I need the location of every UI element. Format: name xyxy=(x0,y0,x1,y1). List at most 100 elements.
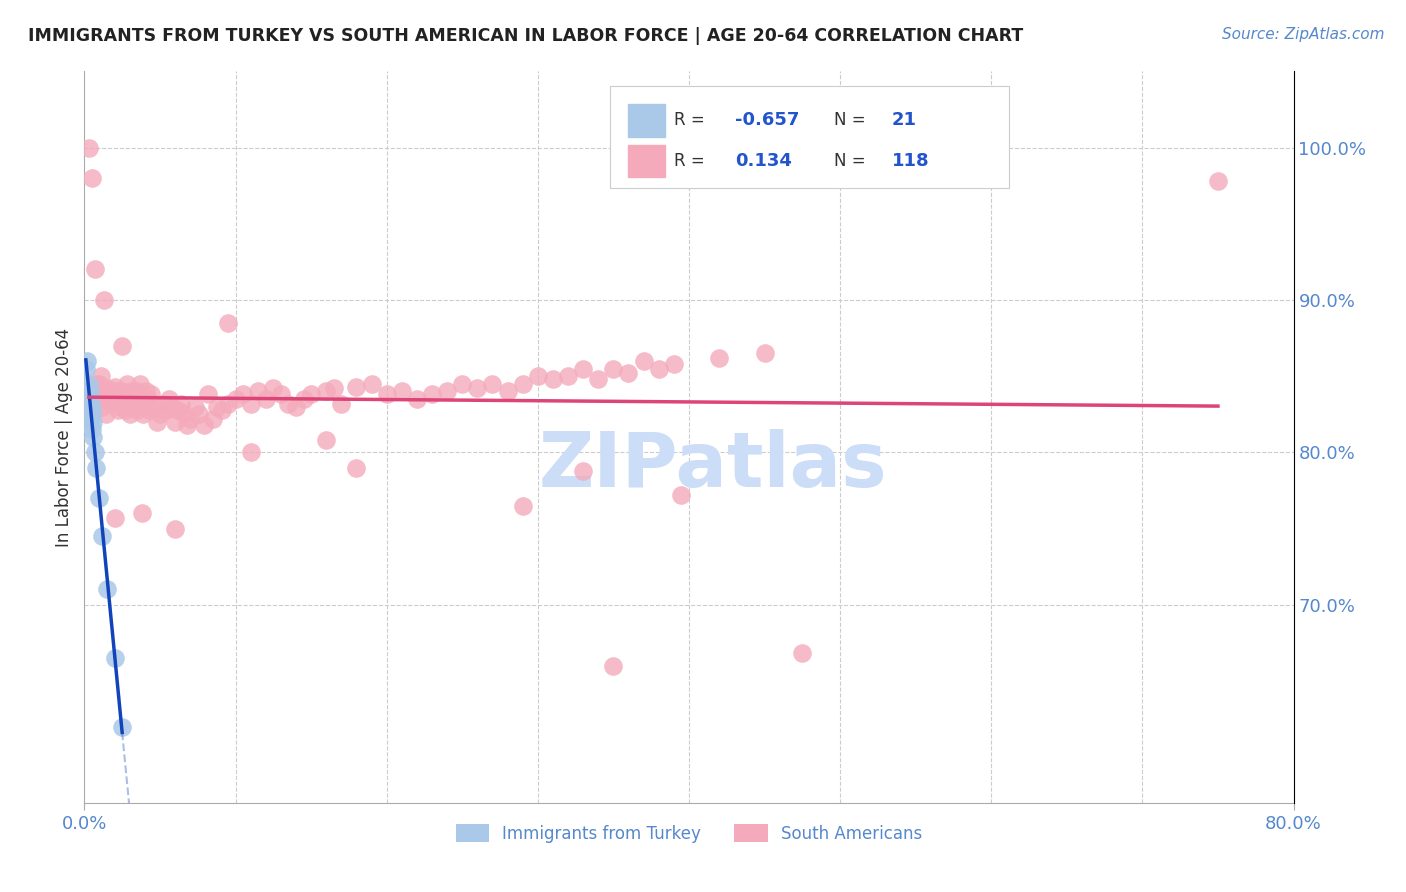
Point xyxy=(254,392,277,406)
Point xyxy=(98,395,121,409)
Point xyxy=(262,381,284,395)
Point xyxy=(247,384,270,399)
Point xyxy=(588,372,610,386)
Point xyxy=(662,357,685,371)
Point xyxy=(79,384,101,399)
Point xyxy=(420,387,443,401)
Point xyxy=(107,402,129,417)
Point xyxy=(135,384,157,399)
Point xyxy=(114,402,136,417)
Point xyxy=(108,392,131,406)
Point xyxy=(125,384,148,399)
Point xyxy=(76,354,98,368)
Point xyxy=(136,392,159,406)
Point xyxy=(315,384,337,399)
Point xyxy=(84,445,107,459)
Point xyxy=(93,387,115,401)
Point xyxy=(80,407,103,421)
Point xyxy=(131,387,153,401)
Point xyxy=(127,402,149,417)
Point xyxy=(89,491,111,505)
Point xyxy=(165,415,187,429)
Point xyxy=(201,412,224,426)
Point xyxy=(330,396,353,410)
Text: 118: 118 xyxy=(891,152,929,169)
Point xyxy=(84,384,107,399)
Point xyxy=(105,384,128,399)
Point xyxy=(132,407,155,421)
Point xyxy=(572,361,595,376)
FancyBboxPatch shape xyxy=(610,86,1010,188)
Point xyxy=(217,396,239,410)
Point xyxy=(89,392,111,406)
Text: R =: R = xyxy=(675,112,706,129)
Point xyxy=(391,384,413,399)
Point xyxy=(80,400,103,414)
Point xyxy=(94,407,117,421)
Point xyxy=(541,372,564,386)
Point xyxy=(709,351,731,365)
Point xyxy=(1206,174,1229,188)
Point xyxy=(104,380,127,394)
Point xyxy=(170,396,193,410)
Point xyxy=(315,433,337,447)
Point xyxy=(648,361,671,376)
Point xyxy=(193,417,215,432)
Point xyxy=(118,407,141,421)
Point xyxy=(481,376,503,391)
Point xyxy=(96,582,118,597)
Bar xyxy=(628,145,665,178)
Text: R =: R = xyxy=(675,152,706,169)
Point xyxy=(671,488,693,502)
Point xyxy=(117,395,139,409)
Point xyxy=(121,387,143,401)
Point xyxy=(165,521,187,535)
Point xyxy=(77,392,100,406)
Point xyxy=(111,339,134,353)
Point xyxy=(197,387,219,401)
Point xyxy=(211,402,233,417)
Point xyxy=(299,387,322,401)
Point xyxy=(188,407,211,421)
Point xyxy=(138,402,160,417)
Point xyxy=(754,346,776,360)
Point xyxy=(232,387,254,401)
Point xyxy=(239,396,262,410)
Point xyxy=(100,384,122,399)
Point xyxy=(467,381,489,395)
Text: -0.657: -0.657 xyxy=(735,112,799,129)
Point xyxy=(104,511,127,525)
Point xyxy=(93,293,115,307)
Point xyxy=(617,366,640,380)
Point xyxy=(149,407,172,421)
Point xyxy=(225,392,247,406)
Point xyxy=(602,658,624,673)
Point xyxy=(155,402,177,417)
Text: 0.134: 0.134 xyxy=(735,152,792,169)
Point xyxy=(86,384,108,399)
Point xyxy=(90,369,112,384)
Point xyxy=(167,402,190,417)
Point xyxy=(112,392,135,406)
Legend: Immigrants from Turkey, South Americans: Immigrants from Turkey, South Americans xyxy=(449,818,929,849)
Point xyxy=(80,422,103,436)
Point xyxy=(157,392,180,406)
Point xyxy=(115,376,138,391)
Point xyxy=(79,415,101,429)
Point xyxy=(77,400,100,414)
Point xyxy=(82,430,104,444)
Text: N =: N = xyxy=(834,152,866,169)
Point xyxy=(285,400,308,414)
Point xyxy=(101,392,124,406)
Point xyxy=(322,381,344,395)
Point xyxy=(217,316,239,330)
Point xyxy=(110,400,132,414)
Point xyxy=(89,376,111,391)
Point xyxy=(436,384,458,399)
Point xyxy=(207,400,229,414)
Point xyxy=(84,262,107,277)
Point xyxy=(527,369,550,384)
Point xyxy=(82,415,104,429)
Point xyxy=(572,464,595,478)
Point xyxy=(346,460,368,475)
